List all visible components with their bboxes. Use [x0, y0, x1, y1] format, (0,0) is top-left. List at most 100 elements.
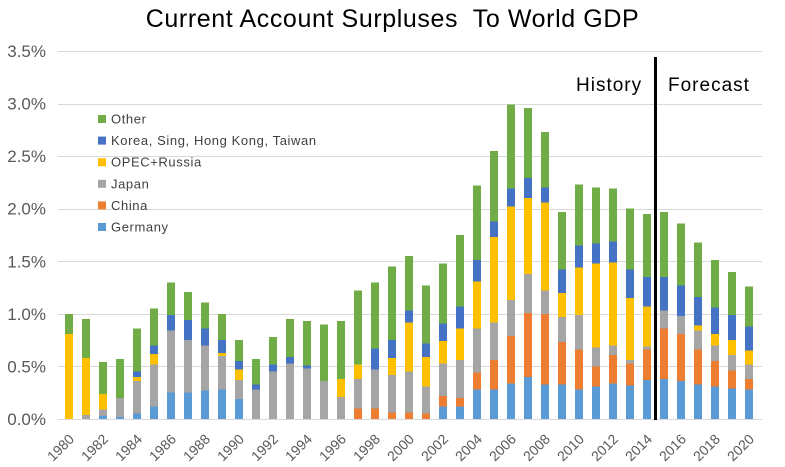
bar-opec-russia-2019: [728, 340, 736, 355]
bar-korea-sing-hong-kong-taiwan-2006: [507, 188, 515, 207]
bar-other-1999: [388, 266, 396, 341]
x-tick-label: 2010: [554, 431, 587, 464]
bar-japan-2005: [490, 322, 498, 361]
bar-other-1991: [252, 359, 260, 385]
bar-japan-2015: [660, 310, 668, 329]
bar-other-2017: [694, 242, 702, 298]
bar-china-2017: [694, 349, 702, 385]
legend-item-opec-russia: OPEC+Russia: [98, 155, 201, 170]
bar-china-2001: [422, 413, 430, 419]
bar-japan-1996: [337, 396, 345, 419]
bar-japan-1987: [184, 340, 192, 393]
bar-korea-sing-hong-kong-taiwan-1994: [303, 365, 311, 369]
bar-japan-2011: [592, 347, 600, 367]
x-tick-label: 1998: [350, 431, 383, 464]
bar-china-2004: [473, 372, 481, 390]
bar-korea-sing-hong-kong-taiwan-1992: [269, 364, 277, 372]
bar-other-2010: [575, 184, 583, 246]
chart-title: Current Account Surpluses To World GDP: [145, 5, 640, 33]
bar-opec-russia-1981: [82, 358, 90, 415]
x-axis-tick-labels: 1980 1982 1984 1986 1988 1990 1992 1994 1996 1998…: [44, 431, 757, 464]
legend-item-china: China: [98, 198, 148, 213]
bar-other-2019: [728, 271, 736, 315]
bar-opec-russia-1999: [388, 358, 396, 375]
bar-opec-russia-2002: [439, 341, 447, 364]
bar-other-1996: [337, 321, 345, 380]
bar-korea-sing-hong-kong-taiwan-1987: [184, 320, 192, 341]
bar-other-2014: [643, 213, 651, 278]
bar-korea-sing-hong-kong-taiwan-1988: [201, 328, 209, 346]
bar-other-1998: [371, 282, 379, 349]
bar-japan-2018: [711, 345, 719, 362]
bar-germany-2019: [728, 388, 736, 419]
bar-germany-2015: [660, 379, 668, 419]
bar-china-2002: [439, 395, 447, 407]
bar-other-1989: [218, 313, 226, 341]
bar-germany-2006: [507, 383, 515, 419]
bar-other-1988: [201, 302, 209, 329]
x-tick-label: 1996: [316, 431, 349, 464]
bar-germany-2018: [711, 386, 719, 419]
x-tick-label: 2004: [452, 431, 485, 464]
bar-opec-russia-2012: [609, 262, 617, 346]
bar-china-1999: [388, 412, 396, 419]
x-tick-label: 1984: [112, 431, 145, 464]
bar-germany-1983: [116, 416, 124, 419]
bar-korea-sing-hong-kong-taiwan-2016: [677, 285, 685, 316]
bar-japan-2002: [439, 363, 447, 396]
bar-germany-2007: [524, 376, 532, 419]
bar-germany-2014: [643, 380, 651, 419]
bar-opec-russia-1996: [337, 379, 345, 397]
bar-korea-sing-hong-kong-taiwan-2015: [660, 277, 668, 311]
bar-opec-russia-1989: [218, 352, 226, 356]
bar-japan-2007: [524, 273, 532, 313]
legend-swatch-germany: [98, 223, 106, 231]
bar-other-1987: [184, 291, 192, 321]
x-tick-label: 2002: [418, 431, 451, 464]
legend-label-korea-sing-hong-kong-taiwan: Korea, Sing, Hong Kong, Taiwan: [111, 133, 317, 148]
bar-germany-1990: [235, 399, 243, 419]
bar-other-2000: [405, 256, 413, 311]
bar-other-1986: [167, 282, 175, 315]
bar-japan-1991: [252, 389, 260, 419]
bar-japan-2014: [643, 346, 651, 350]
bar-other-1980: [65, 313, 73, 334]
bar-japan-1986: [167, 330, 175, 393]
bar-china-2003: [456, 397, 464, 407]
bar-opec-russia-2008: [541, 202, 549, 291]
bar-opec-russia-1982: [99, 393, 107, 410]
y-axis-tick-labels: 0.0% 0.5% 1.0% 1.5% 2.0% 2.5% 3.0% 3.5%: [7, 42, 46, 429]
legend-swatch-other: [98, 115, 106, 123]
bar-other-1997: [354, 290, 362, 365]
legend-swatch-japan: [98, 179, 106, 188]
bar-korea-sing-hong-kong-taiwan-2017: [694, 297, 702, 326]
bar-korea-sing-hong-kong-taiwan-1999: [388, 340, 396, 359]
bar-japan-2020: [745, 364, 753, 380]
legend-label-other: Other: [111, 112, 147, 127]
y-tick-label: 0.0%: [7, 410, 46, 429]
bar-china-2008: [541, 313, 549, 385]
bar-japan-1990: [235, 380, 243, 400]
bar-other-2001: [422, 285, 430, 344]
bar-opec-russia-2009: [558, 292, 566, 318]
bar-china-2014: [643, 349, 651, 381]
bar-japan-1998: [371, 369, 379, 409]
bar-opec-russia-2001: [422, 356, 430, 387]
bar-other-1984: [133, 328, 141, 372]
y-tick-label: 2.5%: [7, 147, 46, 166]
bar-japan-2004: [473, 328, 481, 373]
bar-japan-2001: [422, 386, 430, 414]
bar-japan-1982: [99, 409, 107, 416]
bar-other-2008: [541, 131, 549, 188]
bar-china-2016: [677, 333, 685, 382]
x-tick-label: 2000: [384, 431, 417, 464]
x-tick-label: 2016: [656, 431, 689, 464]
bar-opec-russia-2005: [490, 237, 498, 323]
bar-japan-1994: [303, 368, 311, 419]
bar-korea-sing-hong-kong-taiwan-2008: [541, 187, 549, 203]
bar-japan-2003: [456, 360, 464, 398]
bar-korea-sing-hong-kong-taiwan-1991: [252, 384, 260, 390]
bar-korea-sing-hong-kong-taiwan-2013: [626, 269, 634, 299]
